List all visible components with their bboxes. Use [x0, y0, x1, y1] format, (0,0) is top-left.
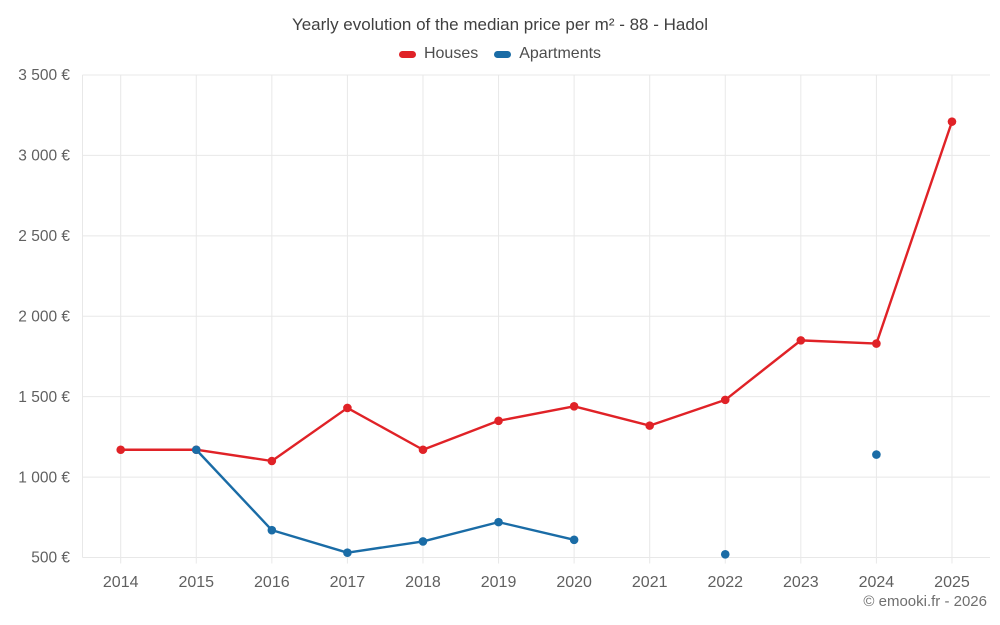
y-axis-tick-label-500: 500 € [31, 550, 70, 567]
y-axis-tick-label-1000: 1 000 € [18, 469, 70, 486]
data-point-apartments-2016[interactable] [267, 525, 277, 535]
data-point-houses-2022[interactable] [720, 395, 730, 405]
data-point-houses-2025[interactable] [947, 117, 957, 126]
legend-item-houses[interactable]: Houses [398, 45, 479, 63]
x-axis-tick-label-2025: 2025 [934, 574, 970, 591]
houses-legend-label: Houses [423, 45, 479, 62]
data-point-apartments-2015[interactable] [191, 445, 201, 455]
data-point-houses-2023[interactable] [796, 336, 806, 345]
data-point-houses-2016[interactable] [267, 456, 277, 466]
series-line-apartments [195, 448, 576, 554]
x-axis-tick-label-2014: 2014 [103, 574, 139, 591]
x-axis-tick-label-2018: 2018 [405, 574, 441, 591]
x-axis-tick-label-2017: 2017 [330, 574, 366, 591]
series-line-houses [119, 120, 954, 463]
x-axis-tick-label-2020: 2020 [556, 574, 592, 591]
legend-item-apartments[interactable]: Apartments [494, 45, 601, 63]
chart-legend: Houses Apartments [0, 45, 1000, 63]
y-axis-tick-label-1500: 1 500 € [18, 389, 70, 406]
x-axis-tick-label-2022: 2022 [707, 574, 743, 591]
data-point-houses-2017[interactable] [343, 403, 352, 413]
chart-title: Yearly evolution of the median price per… [291, 15, 709, 34]
y-axis-tick-label-2500: 2 500 € [18, 228, 70, 245]
data-point-apartments-2022[interactable] [720, 549, 730, 559]
data-point-houses-2014[interactable] [116, 445, 125, 455]
x-axis-tick-label-2021: 2021 [632, 574, 668, 591]
y-axis-tick-label-3000: 3 000 € [18, 148, 70, 165]
apartments-legend-label: Apartments [519, 45, 602, 62]
data-point-houses-2018[interactable] [418, 445, 428, 455]
data-point-houses-2024[interactable] [872, 339, 881, 348]
copyright-text: © emooki.fr - 2026 [863, 593, 987, 610]
data-point-houses-2021[interactable] [645, 421, 654, 430]
data-point-apartments-2017[interactable] [343, 548, 352, 557]
data-point-houses-2019[interactable] [494, 416, 503, 426]
y-axis-tick-label-2000: 2 000 € [18, 308, 70, 325]
x-axis-tick-label-2019: 2019 [481, 574, 517, 591]
data-point-apartments-2019[interactable] [494, 517, 503, 527]
apartments-legend-swatch-icon [494, 50, 512, 58]
data-point-apartments-2018[interactable] [418, 537, 428, 546]
x-axis-tick-label-2016: 2016 [254, 574, 290, 591]
data-point-apartments-2024[interactable] [872, 450, 881, 459]
houses-legend-swatch-icon [398, 50, 416, 58]
x-axis-tick-label-2023: 2023 [783, 574, 819, 591]
y-axis-tick-label-3500: 3 500 € [18, 67, 70, 84]
data-point-apartments-2020[interactable] [569, 535, 579, 545]
data-point-houses-2020[interactable] [569, 402, 579, 411]
x-axis-tick-label-2024: 2024 [859, 574, 895, 591]
x-axis-tick-label-2015: 2015 [178, 574, 214, 591]
